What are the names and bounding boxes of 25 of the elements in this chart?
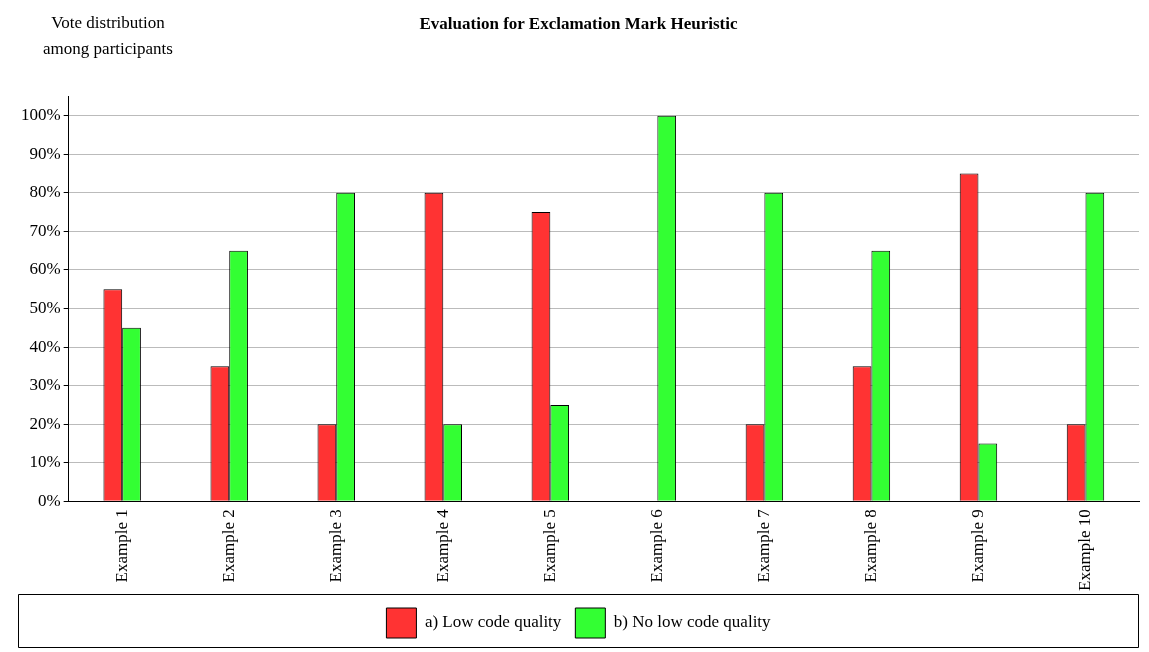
y-tick-label: 90%: [29, 143, 61, 163]
y-tick-label: 100%: [20, 105, 61, 125]
y-tick-label: 60%: [29, 259, 61, 279]
x-tick-label: Example 2: [218, 509, 238, 583]
y-tick-label: 20%: [29, 413, 61, 433]
x-tick-label: Example 10: [1074, 509, 1094, 591]
legend-label: b) No low code quality: [613, 612, 772, 632]
y-tick-label: 10%: [29, 452, 61, 472]
x-tick-label: Example 5: [539, 509, 559, 583]
y-axis-title: Vote distribution among participants: [42, 12, 174, 60]
y-tick-label: 70%: [29, 220, 61, 240]
y-tick-label: 80%: [29, 182, 61, 202]
x-tick-label: Example 6: [646, 509, 666, 583]
y-tick-label: 30%: [29, 375, 61, 395]
y-tick-label: 50%: [29, 297, 61, 317]
y-tick-label: 0%: [37, 490, 61, 510]
chart-title: Evaluation for Exclamation Mark Heuristic: [419, 13, 738, 33]
x-tick-label: Example 3: [325, 509, 345, 583]
legend-label: a) Low code quality: [424, 612, 562, 632]
x-tick-label: Example 1: [111, 509, 131, 583]
x-tick-label: Example 4: [432, 508, 452, 583]
y-tick-label: 40%: [29, 336, 61, 356]
x-tick-label: Example 9: [967, 509, 987, 583]
x-tick-label: Example 7: [753, 508, 773, 583]
x-tick-label: Example 8: [860, 509, 880, 583]
